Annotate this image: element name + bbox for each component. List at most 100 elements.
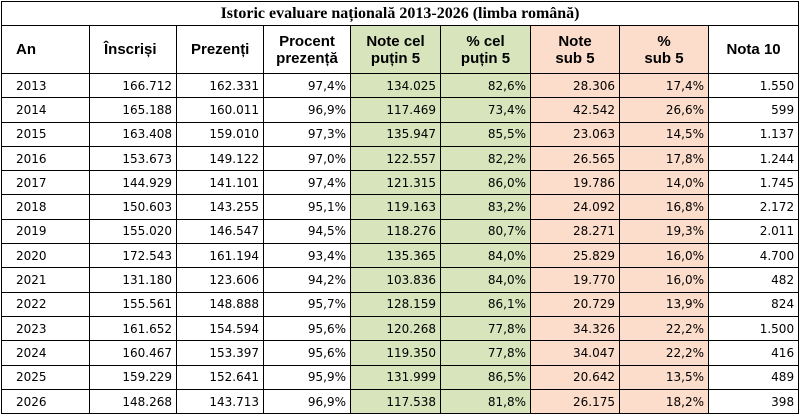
cell-note-cel-putin-5: 117.538 [350, 388, 441, 414]
cell-note-sub-5: 28.306 [530, 72, 620, 99]
cell-procent-prezenta: 95,1% [263, 194, 351, 220]
cell-nota-10: 398 [707, 388, 800, 414]
cell-procent-prezenta: 95,7% [263, 291, 351, 317]
header-sub5-line1: Note [558, 32, 592, 50]
cell-procent-prezenta: 96,9% [263, 97, 351, 123]
cell-nota-10: 4.700 [707, 243, 800, 269]
cell-pct-sub-5: 22,2% [619, 315, 709, 342]
table-row: 2016 153.673 149.122 97,0% 122.557 82,2% 26.56… [1, 145, 800, 172]
cell-prezenti: 148.888 [176, 291, 264, 317]
table-row: 2020 172.543 161.194 93,4% 135.365 84,0% 25.82… [1, 243, 800, 269]
cell-pct-cel-putin-5: 83,2% [440, 194, 531, 220]
cell-pct-sub-5: 14,5% [619, 121, 709, 147]
cell-prezenti: 146.547 [176, 218, 264, 245]
cell-an: 2016 [1, 145, 90, 172]
table-row: 2023 161.652 154.594 95,6% 120.268 77,8% 34.32… [1, 315, 800, 342]
cell-note-cel-putin-5: 122.557 [350, 145, 441, 172]
header-inscrisi: Înscriși [89, 25, 177, 74]
cell-note-sub-5: 42.542 [530, 97, 620, 123]
cell-inscrisi: 148.268 [89, 388, 177, 414]
cell-note-sub-5: 26.175 [530, 388, 620, 414]
cell-nota-10: 1.137 [707, 121, 800, 147]
header-note-cel-putin-5: Note cel puțin 5 [350, 25, 441, 74]
cell-inscrisi: 165.188 [89, 97, 177, 123]
header-note5-line1: Note cel [366, 32, 425, 50]
cell-prezenti: 154.594 [176, 315, 264, 342]
cell-an: 2023 [1, 315, 90, 342]
header-row: An Înscriși Prezenți Procent prezență Not… [1, 25, 800, 74]
cell-pct-cel-putin-5: 82,6% [440, 72, 531, 99]
cell-inscrisi: 160.467 [89, 340, 177, 366]
cell-note-cel-putin-5: 117.469 [350, 97, 441, 123]
cell-an: 2019 [1, 218, 90, 245]
cell-pct-cel-putin-5: 86,5% [440, 364, 531, 390]
cell-note-sub-5: 19.770 [530, 267, 620, 293]
cell-nota-10: 1.550 [707, 72, 800, 99]
header-note-sub-5: Note sub 5 [530, 25, 620, 74]
cell-pct-sub-5: 22,2% [619, 340, 709, 366]
cell-pct-cel-putin-5: 84,0% [440, 267, 531, 293]
header-pct-cel-putin-5: % cel puțin 5 [440, 25, 531, 74]
cell-note-cel-putin-5: 128.159 [350, 291, 441, 317]
cell-inscrisi: 172.543 [89, 243, 177, 269]
cell-nota-10: 489 [707, 364, 800, 390]
cell-an: 2018 [1, 194, 90, 220]
table-row: 2017 144.929 141.101 97,4% 121.315 86,0% 19.78… [1, 170, 800, 196]
cell-prezenti: 123.606 [176, 267, 264, 293]
cell-an: 2024 [1, 340, 90, 366]
cell-prezenti: 162.331 [176, 72, 264, 99]
cell-note-sub-5: 20.642 [530, 364, 620, 390]
cell-note-sub-5: 28.271 [530, 218, 620, 245]
cell-pct-sub-5: 18,2% [619, 388, 709, 414]
cell-prezenti: 160.011 [176, 97, 264, 123]
cell-procent-prezenta: 97,4% [263, 170, 351, 196]
cell-note-cel-putin-5: 135.365 [350, 243, 441, 269]
cell-note-sub-5: 26.565 [530, 145, 620, 172]
table-row: 2018 150.603 143.255 95,1% 119.163 83,2% 24.09… [1, 194, 800, 220]
cell-pct-cel-putin-5: 80,7% [440, 218, 531, 245]
cell-an: 2022 [1, 291, 90, 317]
cell-an: 2020 [1, 243, 90, 269]
header-procent-line2: prezență [276, 49, 338, 67]
cell-nota-10: 2.172 [707, 194, 800, 220]
cell-note-cel-putin-5: 121.315 [350, 170, 441, 196]
header-pct-sub-5: % sub 5 [619, 25, 709, 74]
cell-note-sub-5: 34.047 [530, 340, 620, 366]
cell-pct-cel-putin-5: 73,4% [440, 97, 531, 123]
cell-note-sub-5: 19.786 [530, 170, 620, 196]
cell-pct-sub-5: 17,4% [619, 72, 709, 99]
cell-pct-sub-5: 19,3% [619, 218, 709, 245]
cell-inscrisi: 161.652 [89, 315, 177, 342]
header-note5-line2: puțin 5 [370, 49, 421, 67]
cell-nota-10: 599 [707, 97, 800, 123]
cell-nota-10: 824 [707, 291, 800, 317]
cell-prezenti: 161.194 [176, 243, 264, 269]
cell-inscrisi: 155.561 [89, 291, 177, 317]
table-row: 2013 166.712 162.331 97,4% 134.025 82,6% 28.30… [1, 72, 800, 99]
cell-prezenti: 152.641 [176, 364, 264, 390]
cell-note-sub-5: 24.092 [530, 194, 620, 220]
cell-nota-10: 1.745 [707, 170, 800, 196]
cell-prezenti: 153.397 [176, 340, 264, 366]
header-pctsub5-line1: % [657, 32, 671, 50]
cell-inscrisi: 150.603 [89, 194, 177, 220]
cell-pct-cel-putin-5: 84,0% [440, 243, 531, 269]
table-row: 2024 160.467 153.397 95,6% 119.350 77,8% 34.04… [1, 340, 800, 366]
cell-inscrisi: 153.673 [89, 145, 177, 172]
cell-procent-prezenta: 95,9% [263, 364, 351, 390]
cell-pct-cel-putin-5: 77,8% [440, 315, 531, 342]
cell-an: 2014 [1, 97, 90, 123]
cell-prezenti: 149.122 [176, 145, 264, 172]
cell-prezenti: 141.101 [176, 170, 264, 196]
cell-nota-10: 482 [707, 267, 800, 293]
cell-pct-sub-5: 16,8% [619, 194, 709, 220]
cell-procent-prezenta: 95,6% [263, 315, 351, 342]
cell-pct-cel-putin-5: 82,2% [440, 145, 531, 172]
cell-prezenti: 143.255 [176, 194, 264, 220]
cell-note-sub-5: 23.063 [530, 121, 620, 147]
cell-inscrisi: 144.929 [89, 170, 177, 196]
header-nota-10: Nota 10 [707, 25, 800, 74]
cell-note-cel-putin-5: 119.350 [350, 340, 441, 366]
cell-nota-10: 416 [707, 340, 800, 366]
cell-note-sub-5: 20.729 [530, 291, 620, 317]
